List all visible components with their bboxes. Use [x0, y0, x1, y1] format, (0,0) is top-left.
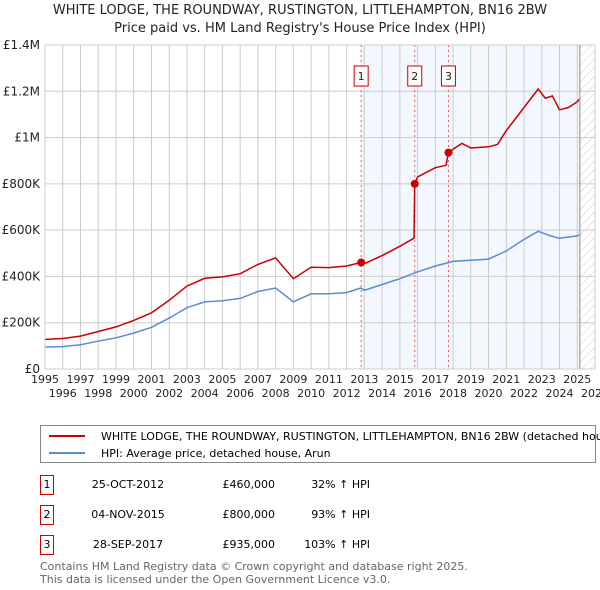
legend-item-hpi: HPI: Average price, detached house, Arun: [49, 445, 331, 461]
sale-marker-box: 1: [40, 475, 54, 495]
x-tick-label: 1995: [31, 373, 59, 386]
forecast-hatch: [579, 45, 595, 369]
x-tick-label: 2017: [421, 373, 449, 386]
x-tick-label: 2005: [208, 373, 236, 386]
chart-subtitle: Price paid vs. HM Land Registry's House …: [114, 21, 486, 36]
sale-date: 28-SEP-2017: [92, 538, 164, 551]
x-tick-label: 1999: [102, 373, 130, 386]
plot-border: [44, 44, 596, 370]
x-tick-label: 2000: [120, 387, 148, 400]
x-tick-label: 2007: [244, 373, 272, 386]
sale-label: 1: [358, 70, 365, 83]
y-tick-label: £1.4M: [3, 38, 40, 52]
legend-label: HPI: Average price, detached house, Arun: [101, 446, 331, 460]
legend-swatch-red: [49, 435, 85, 437]
legend-label: WHITE LODGE, THE ROUNDWAY, RUSTINGTON, L…: [101, 429, 600, 443]
footer-copyright: Contains HM Land Registry data © Crown c…: [40, 560, 468, 573]
footer-licence: This data is licensed under the Open Gov…: [40, 573, 391, 586]
x-tick-label: 2011: [315, 373, 343, 386]
series-line: [44, 87, 580, 341]
x-tick-label: 2014: [368, 387, 396, 400]
x-tick-label: 2013: [350, 373, 378, 386]
x-tick-label: 2003: [173, 373, 201, 386]
y-tick-label: £800K: [2, 177, 42, 191]
x-tick-label: 1998: [84, 387, 112, 400]
sale-marker-box: 3: [40, 535, 54, 555]
x-tick-label: 2021: [492, 373, 520, 386]
x-tick-label: 2009: [279, 373, 307, 386]
x-tick-label: 1997: [66, 373, 94, 386]
x-tick-label: 2016: [404, 387, 432, 400]
x-tick-label: 2022: [510, 387, 538, 400]
y-tick-label: £400K: [2, 269, 42, 283]
x-tick-label: 2020: [475, 387, 503, 400]
x-tick-label: 1996: [49, 387, 77, 400]
sale-price: £460,000: [222, 478, 276, 491]
x-tick-label: 2026: [581, 387, 600, 400]
plot-area: 1995199619971998199920002001200220032004…: [2, 38, 600, 400]
x-tick-label: 2019: [457, 373, 485, 386]
y-tick-label: £600K: [2, 223, 42, 237]
sale-price: £935,000: [222, 538, 276, 551]
sale-hpi: 103% ↑ HPI: [304, 538, 370, 551]
x-tick-label: 2015: [386, 373, 414, 386]
x-tick-label: 2006: [226, 387, 254, 400]
x-tick-label: 2004: [191, 387, 219, 400]
x-tick-label: 2001: [137, 373, 165, 386]
sale-label: 2: [411, 70, 418, 83]
legend-swatch-blue: [49, 452, 85, 454]
sale-hpi: 93% ↑ HPI: [311, 508, 370, 521]
x-tick-label: 2010: [297, 387, 325, 400]
sale-point: [444, 148, 453, 157]
sale-hpi: 32% ↑ HPI: [311, 478, 370, 491]
y-tick-label: £200K: [2, 316, 42, 330]
y-tick-label: £0: [25, 362, 40, 376]
legend-item-property: WHITE LODGE, THE ROUNDWAY, RUSTINGTON, L…: [49, 428, 600, 444]
y-tick-label: £1.2M: [3, 84, 40, 98]
sale-label-box: [440, 65, 456, 87]
x-tick-label: 2018: [439, 387, 467, 400]
x-tick-label: 2025: [563, 373, 591, 386]
y-tick-label: £1M: [14, 131, 40, 145]
chart-title: WHITE LODGE, THE ROUNDWAY, RUSTINGTON, L…: [52, 3, 548, 18]
sale-price: £800,000: [222, 508, 276, 521]
sale-point: [410, 179, 419, 188]
sale-label: 3: [445, 70, 452, 83]
sale-label-box: [353, 65, 369, 87]
sale-label-box: [407, 65, 423, 87]
x-tick-label: 2023: [528, 373, 556, 386]
sale-date: 04-NOV-2015: [91, 508, 165, 521]
series-line: [44, 230, 580, 348]
sale-point: [357, 258, 366, 267]
legend: WHITE LODGE, THE ROUNDWAY, RUSTINGTON, L…: [40, 425, 600, 463]
sale-marker-box: 2: [40, 505, 54, 525]
sale-date: 25-OCT-2012: [91, 478, 165, 491]
x-tick-label: 2002: [155, 387, 183, 400]
x-tick-label: 2008: [262, 387, 290, 400]
x-tick-label: 2012: [333, 387, 361, 400]
x-tick-label: 2024: [546, 387, 574, 400]
